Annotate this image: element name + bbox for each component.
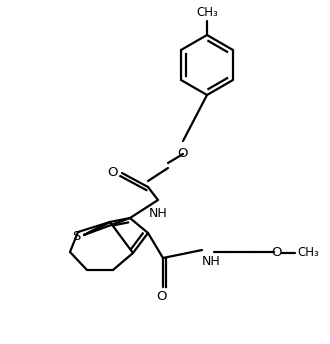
Text: O: O [157, 290, 167, 303]
Text: NH: NH [148, 207, 167, 220]
Text: CH₃: CH₃ [297, 247, 319, 259]
Text: S: S [72, 229, 80, 243]
Text: NH: NH [202, 255, 221, 268]
Text: CH₃: CH₃ [196, 6, 218, 19]
Text: O: O [108, 165, 118, 179]
Text: O: O [178, 147, 188, 160]
Text: O: O [272, 247, 282, 259]
